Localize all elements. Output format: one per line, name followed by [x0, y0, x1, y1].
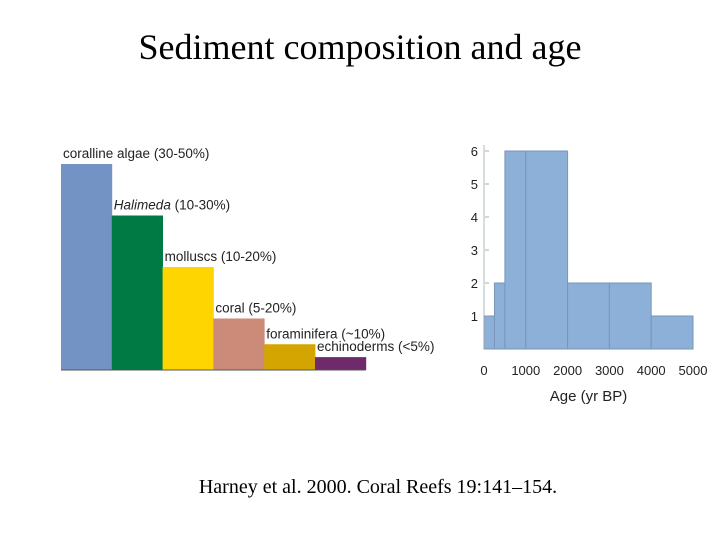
composition-bar-1 [111, 215, 163, 370]
composition-label-0: coralline algae (30-50%) [63, 146, 209, 161]
y-tick-label-2: 3 [471, 243, 478, 258]
histogram-bar-1 [493, 282, 506, 350]
y-tick-label-4: 5 [471, 177, 478, 192]
age-histogram: 1 2 3 4 5 6 0 1000 2000 3000 4000 5000 Age (yr BP) [471, 144, 708, 405]
histogram-bar-5 [608, 282, 652, 350]
x-tick-label-0: 0 [480, 363, 487, 378]
composition-label-5: echinoderms (<5%) [317, 339, 434, 354]
y-tick-label-3: 4 [471, 210, 478, 225]
slide-title: Sediment composition and age [138, 27, 582, 67]
composition-label-2: molluscs (10-20%) [165, 249, 277, 264]
y-tick-label-1: 2 [471, 276, 478, 291]
x-tick-label-2: 2000 [553, 363, 582, 378]
citation: Harney et al. 2000. Coral Reefs 19:141–1… [198, 476, 558, 498]
x-tick-label-4: 4000 [637, 363, 666, 378]
x-tick-label-3: 3000 [595, 363, 624, 378]
composition-bar-2 [162, 267, 214, 370]
composition-label-4: foraminifera (~10%) [266, 326, 385, 341]
x-tick-label-5: 5000 [679, 363, 708, 378]
composition-bar-5 [315, 357, 367, 370]
x-tick-label-1: 1000 [511, 363, 540, 378]
composition-bar-3 [213, 318, 265, 370]
composition-label-1: Halimeda (10-30%) [114, 198, 230, 213]
x-axis-label: Age (yr BP) [550, 388, 628, 405]
composition-label-3: coral (5-20%) [215, 301, 296, 316]
y-tick-label-5: 6 [471, 144, 478, 159]
composition-chart: coralline algae (30-50%) Halimeda (10-30%… [61, 146, 434, 371]
histogram-bar-2 [504, 150, 527, 350]
histogram-bar-6 [650, 315, 694, 350]
histogram-bar-3 [525, 150, 569, 350]
y-tick-label-0: 1 [471, 309, 478, 324]
histogram-bar-0 [483, 315, 495, 350]
histogram-bar-4 [567, 282, 610, 350]
composition-bar-0 [61, 164, 113, 370]
composition-bar-4 [264, 344, 316, 370]
